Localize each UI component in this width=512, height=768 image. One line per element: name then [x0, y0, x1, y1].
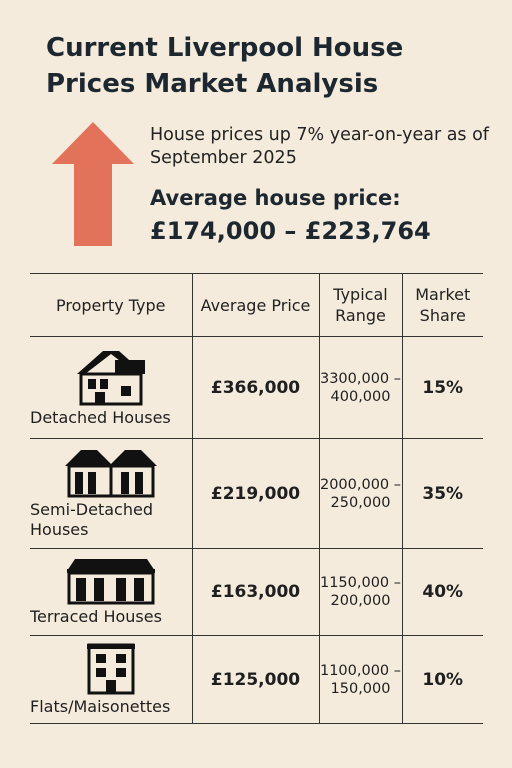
- table-row: Flats/Maisonettes £125,000 1100,000 –150…: [30, 635, 483, 724]
- table-header-row: Property Type Average Price Typical Rang…: [30, 273, 483, 337]
- average-price-cell: £163,000: [192, 548, 320, 636]
- property-type-cell: Terraced Houses: [30, 548, 193, 636]
- average-price-label: Average house price:: [150, 186, 401, 210]
- growth-subtitle: House prices up 7% year-on-year as of Se…: [150, 125, 489, 168]
- property-type-label: Flats/Maisonettes: [30, 696, 171, 716]
- average-price-value: £174,000 – £223,764: [150, 217, 431, 245]
- header-market-share: Market Share: [402, 273, 483, 337]
- property-type-cell: Semi-Detached Houses: [30, 438, 193, 549]
- up-arrow-icon: [52, 122, 134, 246]
- market-share-cell: 35%: [402, 438, 483, 549]
- average-price-cell: £125,000: [192, 635, 320, 724]
- flats-building-icon: [86, 643, 135, 694]
- typical-range-cell: 3300,000 –400,000: [319, 336, 403, 439]
- typical-range-cell: 1100,000 –150,000: [319, 635, 403, 724]
- table-row: Detached Houses £366,000 3300,000 –400,0…: [30, 336, 483, 439]
- property-type-label: Terraced Houses: [30, 607, 162, 626]
- table-row: Terraced Houses £163,000 1150,000 –200,0…: [30, 548, 483, 636]
- terraced-houses-icon: [66, 559, 155, 605]
- price-table: Property Type Average Price Typical Rang…: [30, 273, 483, 724]
- property-type-cell: Detached Houses: [30, 336, 193, 439]
- page-title: Current Liverpool House Prices Market An…: [46, 33, 404, 99]
- property-type-label: Detached Houses: [30, 407, 171, 427]
- header-property-type: Property Type: [30, 273, 193, 337]
- market-share-cell: 10%: [402, 635, 483, 724]
- property-type-cell: Flats/Maisonettes: [30, 635, 193, 724]
- typical-range-cell: 2000,000 –250,000: [319, 438, 403, 549]
- detached-house-icon: [76, 350, 145, 405]
- average-price-cell: £219,000: [192, 438, 320, 549]
- average-price-cell: £366,000: [192, 336, 320, 439]
- semi-detached-house-icon: [64, 449, 157, 497]
- market-share-cell: 40%: [402, 548, 483, 636]
- typical-range-cell: 1150,000 –200,000: [319, 548, 403, 636]
- property-type-label: Semi-Detached Houses: [30, 499, 153, 539]
- header-average-price: Average Price: [192, 273, 320, 337]
- table-row: Semi-Detached Houses £219,000 2000,000 –…: [30, 438, 483, 549]
- header-typical-range: Typical Range: [319, 273, 403, 337]
- market-share-cell: 15%: [402, 336, 483, 439]
